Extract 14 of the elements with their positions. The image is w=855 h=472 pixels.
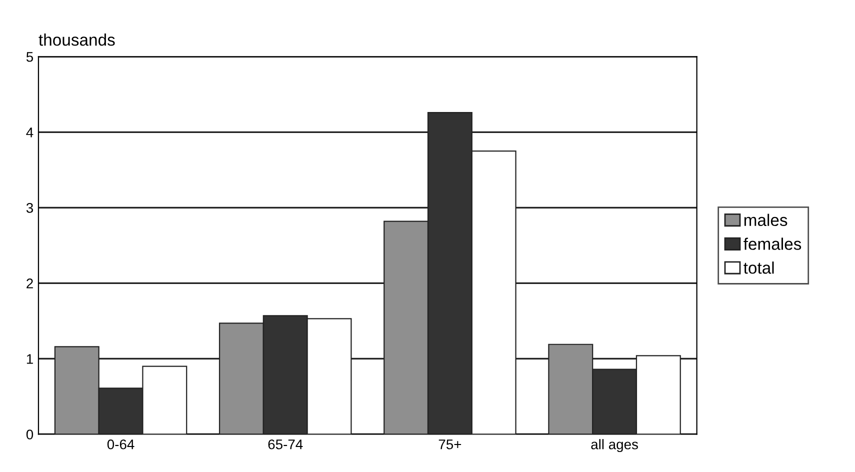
x-tick-label: 75+ <box>438 440 462 450</box>
y-tick-label: 3 <box>26 203 34 213</box>
x-tick-label: 65-74 <box>268 439 303 450</box>
x-tick-label: 0-64 <box>107 439 134 450</box>
x-tick-label: all ages <box>591 439 638 452</box>
legend-label: females <box>744 238 802 250</box>
y-tick-label: 4 <box>26 128 34 138</box>
y-tick-label: 5 <box>26 52 34 62</box>
y-tick-label: 1 <box>26 354 33 364</box>
y-tick-label: 2 <box>26 278 33 288</box>
y-axis-title: thousands <box>38 34 115 46</box>
y-tick-label: 0 <box>26 430 34 440</box>
legend-label: males <box>744 214 788 226</box>
legend-label: total <box>744 262 774 274</box>
